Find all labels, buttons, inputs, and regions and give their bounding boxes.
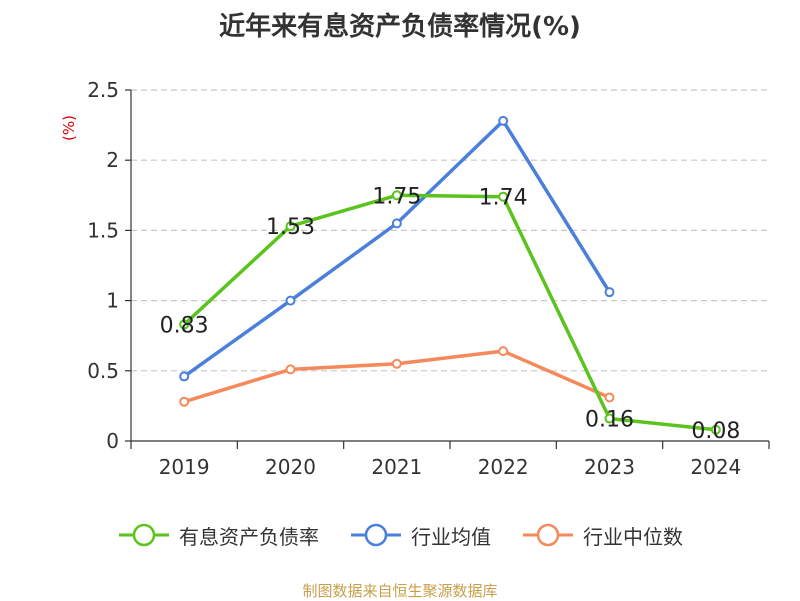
legend-swatch [119,523,169,547]
data-point [285,364,296,375]
legend-item: 行业中位数 [521,520,683,550]
data-point [391,190,402,201]
data-point [710,424,721,435]
series-line [182,193,717,432]
data-label: 1.53 [266,215,315,240]
y-tick-label: 0 [106,429,119,453]
legend-swatch [351,523,401,547]
data-label: 0.16 [585,408,634,433]
legend-label: 有息资产负债率 [179,524,319,549]
data-labels: 0.83 1.53 1.75 1.74 0.16 0.08 [160,184,741,443]
legend: 有息资产负债率 行业均值 行业中位数 [0,520,800,550]
data-point [498,115,509,126]
data-point [604,413,615,424]
x-tick-label: 2019 [159,455,210,479]
series-line [183,119,611,378]
data-point [498,191,509,202]
legend-item: 行业均值 [349,520,491,550]
legend-label: 行业中位数 [583,524,683,549]
data-label: 1.75 [372,184,421,209]
y-tick-label: 0.5 [87,359,119,383]
y-tick-label: 2 [106,148,119,172]
legend-swatch [523,523,573,547]
grid-lines [131,89,769,372]
series [179,115,721,435]
data-point [604,287,615,298]
y-tick-label: 1 [106,289,119,313]
chart-title: 近年来有息资产负债率情况(%) [219,12,581,42]
data-point [179,396,190,407]
legend-item: 有息资产负债率 [117,520,319,550]
series-line [183,349,611,404]
y-tick-label: 1.5 [87,218,119,242]
data-point [498,346,509,357]
data-point [391,218,402,229]
data-point [285,295,296,306]
x-tick-label: 2021 [371,455,422,479]
data-label: 0.08 [691,419,740,444]
data-point [285,221,296,232]
y-axis-unit-label: (%) [60,115,78,141]
axes: 0 0.5 1 1.5 2 2.5 2019 2020 2021 2022 2023 2024 [87,78,770,479]
data-label: 0.83 [160,313,209,338]
data-point [179,319,190,330]
x-tick-label: 2020 [265,455,316,479]
x-tick-label: 2024 [690,455,741,479]
legend-label: 行业均值 [411,524,491,549]
source-note: 制图数据来自恒生聚源数据库 [302,582,498,600]
data-point [604,392,615,403]
data-point [179,371,190,382]
x-tick-label: 2022 [478,455,529,479]
data-point [391,358,402,369]
y-tick-label: 2.5 [87,78,119,102]
x-tick-label: 2023 [584,455,635,479]
data-label: 1.74 [479,186,528,211]
